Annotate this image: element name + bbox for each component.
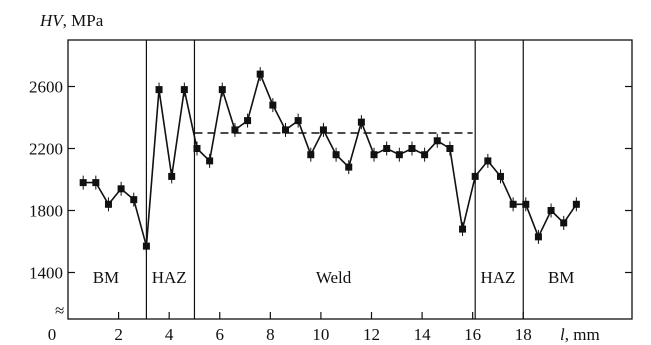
data-point [357, 118, 365, 126]
y-axis-unit: , MPa [63, 11, 104, 30]
y-tick-label: 2200 [29, 140, 63, 159]
plot-frame [67, 39, 633, 320]
data-point [231, 126, 239, 134]
data-point [560, 219, 568, 227]
y-tick-label: 2600 [29, 78, 63, 97]
data-series [79, 67, 580, 254]
data-point [534, 233, 542, 241]
data-point [459, 225, 467, 233]
data-point [92, 179, 100, 187]
data-point [471, 172, 479, 180]
data-point [509, 200, 517, 208]
x-tick-label: 14 [414, 325, 432, 344]
x-tick-label: 12 [363, 325, 380, 344]
data-point [496, 172, 504, 180]
x-axis-ticks: 0 2 4 6 8 10 12 14 16 18 [48, 312, 532, 344]
data-point [269, 101, 277, 109]
x-axis-var: l [560, 325, 565, 344]
data-point [307, 151, 315, 159]
data-point [117, 185, 125, 193]
region-label: BM [93, 268, 119, 287]
data-point [79, 179, 87, 187]
data-point [294, 117, 302, 125]
y-axis-label: HV, MPa [39, 11, 104, 30]
data-point [180, 86, 188, 94]
data-point [130, 196, 138, 204]
data-point [206, 157, 214, 165]
data-point [421, 151, 429, 159]
x-tick-label: 6 [215, 325, 224, 344]
data-point [282, 126, 290, 134]
data-point [256, 70, 264, 78]
data-point [193, 145, 201, 152]
data-point [142, 242, 150, 250]
x-axis-unit: , mm [565, 325, 600, 344]
x-tick-label: 10 [312, 325, 329, 344]
data-point [104, 200, 112, 208]
axis-break-symbol: ≈ [55, 301, 64, 320]
data-point [332, 151, 340, 159]
data-point [395, 151, 403, 159]
data-point [244, 117, 252, 125]
data-point [218, 86, 226, 94]
y-tick-label: 1400 [29, 264, 63, 283]
data-point [433, 137, 441, 145]
data-point [383, 145, 391, 152]
data-point [547, 207, 555, 214]
data-point [345, 163, 353, 171]
x-tick-label: 18 [515, 325, 532, 344]
x-axis-label: l, mm [560, 325, 600, 344]
data-point [522, 200, 530, 208]
data-point [168, 172, 176, 180]
x-tick-label: 16 [464, 325, 481, 344]
y-tick-label: 1800 [29, 202, 63, 221]
data-point [370, 151, 378, 159]
x-tick-label: 8 [266, 325, 275, 344]
data-point [319, 126, 327, 134]
data-point [572, 200, 580, 208]
y-axis-var: HV [39, 11, 65, 30]
region-label: HAZ [152, 268, 187, 287]
series-line [83, 73, 578, 247]
x-tick-label: 4 [165, 325, 174, 344]
region-label: Weld [316, 268, 352, 287]
data-point [408, 145, 416, 152]
data-point [446, 145, 454, 152]
region-label: BM [548, 268, 574, 287]
data-point [155, 86, 163, 94]
x-tick-label: 2 [114, 325, 123, 344]
data-point [484, 157, 492, 165]
x-tick-label: 0 [48, 325, 57, 344]
region-label: HAZ [480, 268, 515, 287]
region-labels: BM HAZ Weld HAZ BM [93, 268, 575, 287]
y-axis-ticks: 1400 1800 2200 2600 [29, 78, 632, 283]
